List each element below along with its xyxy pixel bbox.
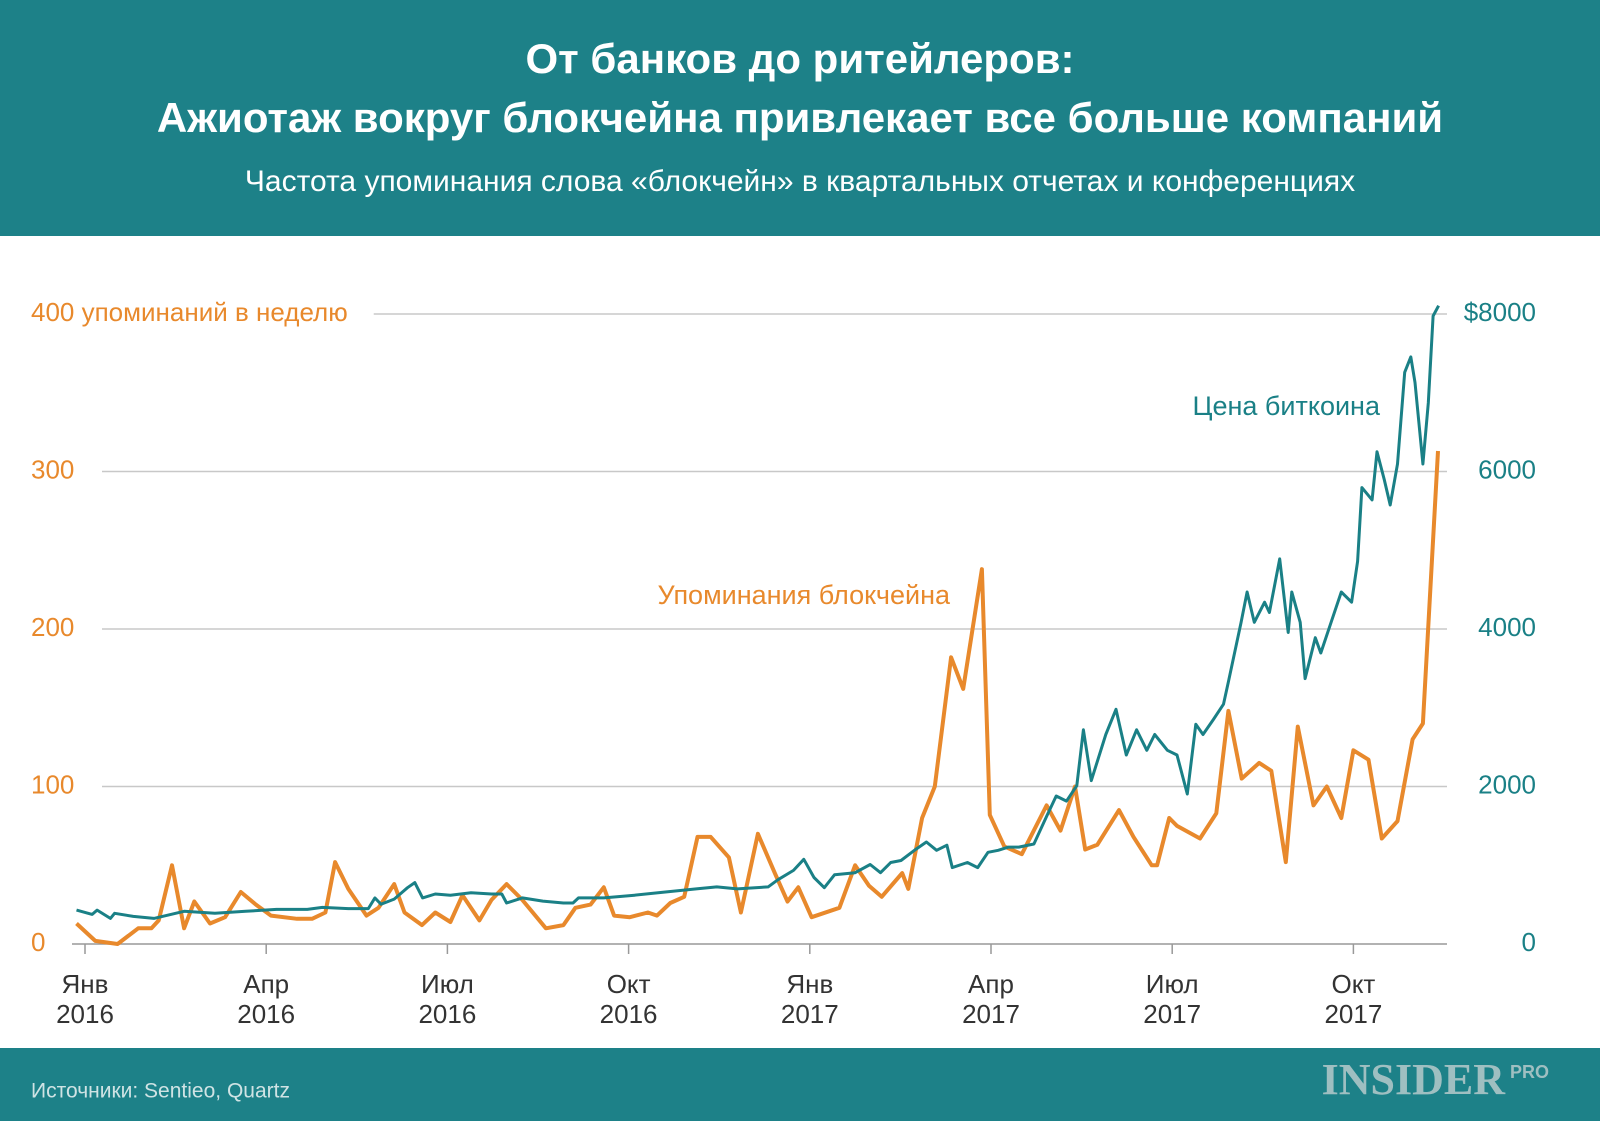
x-tick-label: Окт 2016 <box>600 969 658 1029</box>
x-tick-label: Июл 2016 <box>418 969 476 1029</box>
y2-tick-label: 2000 <box>1478 769 1536 799</box>
series-line <box>76 304 1440 920</box>
y2-tick-label: 4000 <box>1478 612 1536 642</box>
logo: INSIDER <box>1322 1055 1507 1104</box>
y-tick-label: 0 <box>31 927 45 957</box>
x-tick-label: Апр 2017 <box>962 969 1020 1029</box>
chart-title: Ажиотаж вокруг блокчейна привлекает все … <box>157 94 1443 141</box>
series-label: Цена биткоина <box>1193 391 1381 421</box>
chart-title: От банков до ритейлеров: <box>526 35 1075 82</box>
source: Источники: Sentieo, Quartz <box>31 1080 290 1103</box>
logo-pro: PRO <box>1510 1062 1549 1082</box>
y2-tick-label: 0 <box>1522 927 1536 957</box>
y-tick-label: 100 <box>31 769 74 799</box>
y-tick-label: 300 <box>31 454 74 484</box>
chart-subtitle: Частота упоминания слова «блокчейн» в кв… <box>245 165 1355 198</box>
y2-tick-label: 6000 <box>1478 454 1536 484</box>
x-tick-label: Окт 2017 <box>1324 969 1382 1029</box>
x-tick-label: Июл 2017 <box>1143 969 1201 1029</box>
footer-band <box>0 1048 1600 1121</box>
x-tick-label: Янв 2017 <box>781 969 839 1029</box>
y-tick-label: 200 <box>31 612 74 642</box>
y2-tick-label: $8000 <box>1464 297 1536 327</box>
y-tick-label: 400 упоминаний в неделю <box>31 297 348 327</box>
x-tick-label: Янв 2016 <box>56 969 114 1029</box>
series-label: Упоминания блокчейна <box>658 580 951 610</box>
x-tick-label: Апр 2016 <box>237 969 295 1029</box>
header-band <box>0 0 1600 236</box>
series-line <box>75 450 1440 946</box>
